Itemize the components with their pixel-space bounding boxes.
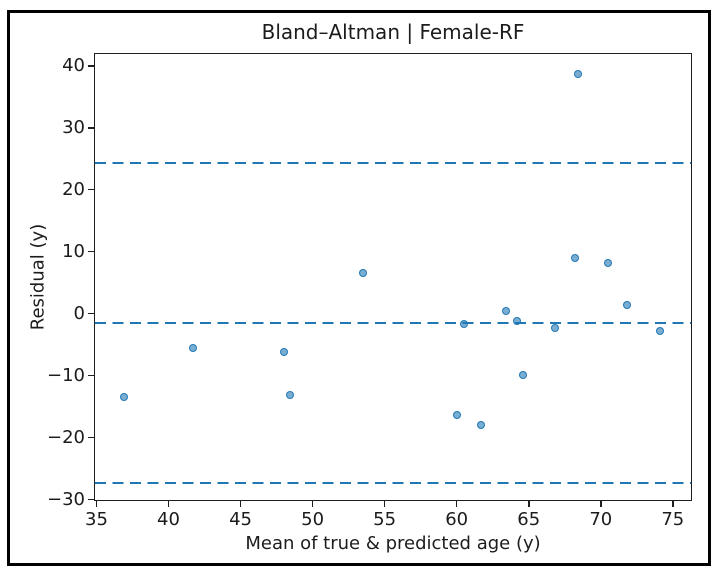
scatter-point — [570, 254, 579, 263]
y-tick-mark — [88, 312, 95, 315]
scatter-point — [285, 390, 294, 399]
chart-title: Bland–Altman | Female-RF — [261, 20, 525, 44]
x-tick-mark — [167, 500, 170, 507]
y-axis-ticks: 40 30 20 10 0 −10 −20 −30 — [47, 54, 691, 509]
scatter-point — [459, 319, 468, 328]
scatter-point — [518, 370, 527, 379]
scatter-point — [655, 326, 664, 335]
x-tick-label: 35 — [85, 509, 108, 530]
y-tick-label: −20 — [47, 426, 85, 448]
plot-area: 35 40 45 50 55 60 65 70 75 40 30 20 10 0 −10 −20 −30 Me… — [28, 53, 692, 554]
x-tick-label: 70 — [589, 509, 613, 530]
scatter-point — [513, 317, 522, 326]
y-tick-label: 10 — [62, 240, 85, 262]
x-tick-mark — [383, 500, 386, 507]
reference-lines-layer — [95, 54, 691, 500]
scatter-point — [622, 300, 631, 309]
scatter-points-layer — [95, 54, 691, 500]
x-tick-label: 75 — [661, 509, 685, 530]
scatter-point — [119, 393, 128, 402]
y-tick-mark — [88, 126, 95, 129]
x-tick-mark — [672, 500, 674, 507]
lower-loa-line — [95, 481, 691, 485]
x-tick-label: 40 — [157, 509, 180, 530]
y-tick-label: 30 — [62, 116, 85, 138]
y-tick-mark — [88, 250, 95, 253]
x-tick-mark — [527, 500, 530, 507]
scatter-point — [452, 411, 461, 420]
x-tick-label: 50 — [301, 509, 325, 530]
x-tick-label: 45 — [229, 509, 252, 530]
x-tick-mark — [239, 500, 242, 507]
y-tick-label: −30 — [47, 488, 85, 510]
y-tick-label: 40 — [62, 54, 85, 76]
y-tick-label: 0 — [73, 302, 85, 324]
scatter-point — [477, 421, 486, 430]
scatter-point — [603, 258, 612, 267]
x-tick-mark — [311, 500, 314, 507]
x-tick-mark — [455, 500, 458, 507]
y-tick-label: −10 — [47, 364, 85, 386]
x-axis-label: Mean of true & predicted age (y) — [245, 533, 541, 554]
scatter-point — [279, 348, 288, 357]
x-tick-mark — [599, 500, 602, 507]
x-axis-ticks: 35 40 45 50 55 60 65 70 75 — [85, 54, 691, 530]
y-tick-mark — [88, 436, 95, 439]
x-tick-mark — [95, 500, 98, 507]
scatter-point — [188, 343, 197, 352]
upper-loa-line — [95, 161, 691, 165]
scatter-point — [359, 268, 368, 277]
scatter-point — [550, 323, 559, 332]
scatter-point — [573, 70, 582, 79]
y-tick-mark — [88, 64, 95, 67]
mean-bias-line — [95, 321, 691, 325]
y-axis-label: Residual (y) — [27, 223, 49, 331]
y-tick-label: 20 — [62, 178, 85, 200]
x-tick-label: 55 — [373, 509, 397, 530]
x-tick-label: 65 — [517, 509, 541, 530]
y-tick-mark — [88, 374, 95, 377]
scatter-point — [501, 306, 510, 315]
y-tick-mark — [88, 188, 95, 191]
y-tick-mark — [88, 498, 95, 501]
x-tick-label: 60 — [445, 509, 469, 530]
